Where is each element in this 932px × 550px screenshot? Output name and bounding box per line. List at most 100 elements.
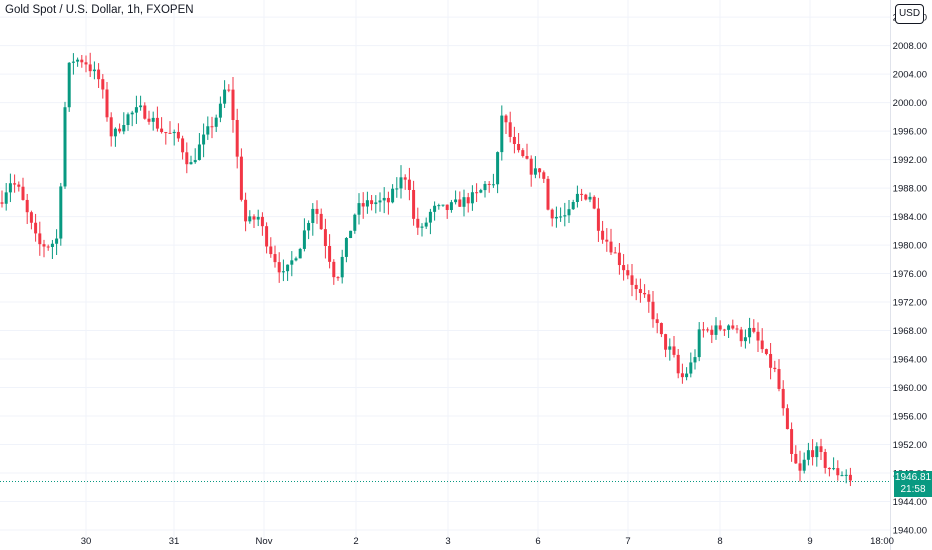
candle-body [382, 197, 386, 201]
candle-body [164, 132, 168, 134]
candle-body [361, 203, 365, 207]
time-axis[interactable]: 30 31 Nov 2 3 6 7 8 9 18:00 [81, 536, 894, 547]
candle-body [223, 89, 227, 104]
candle-body [626, 270, 630, 276]
candle-body [777, 369, 781, 389]
candle-body [643, 292, 647, 295]
candle-body [34, 222, 38, 234]
candle-body [46, 246, 50, 248]
candle-body [218, 103, 222, 118]
candle-body [63, 107, 67, 187]
time-tick-label: 7 [625, 536, 630, 547]
candle-body [491, 184, 495, 186]
candle-body [92, 69, 96, 72]
candle-body [286, 264, 290, 272]
candles [0, 52, 852, 487]
candle-body [84, 62, 88, 65]
candle-body [764, 349, 768, 354]
candle-body [727, 325, 731, 330]
candle-body [181, 138, 185, 153]
price-tick-label: 1972.00 [893, 298, 927, 309]
currency-button[interactable]: USD [895, 4, 924, 24]
candle-body [13, 183, 17, 185]
candle-body [139, 105, 143, 108]
price-tick-label: 1940.00 [893, 526, 927, 537]
candle-body [693, 357, 697, 363]
price-tick-label: 1944.00 [893, 497, 927, 508]
candle-body [294, 258, 298, 261]
candle-body [487, 183, 491, 185]
candle-body [781, 388, 785, 409]
price-tick-label: 1984.00 [893, 212, 927, 223]
candle-body [416, 218, 420, 228]
price-tick-label: 1956.00 [893, 412, 927, 423]
candle-body [88, 64, 92, 72]
candle-body [17, 184, 21, 187]
candle-body [210, 126, 214, 128]
candle-body [197, 144, 201, 161]
candle-body [231, 89, 235, 120]
time-tick-label: 2 [353, 536, 358, 547]
last-price-value: 1946.81 [894, 471, 932, 483]
candle-body [8, 183, 12, 193]
chart-grid [0, 0, 890, 540]
candle-body [575, 193, 579, 203]
candle-body [206, 126, 210, 135]
candle-body [403, 177, 407, 180]
candle-body [500, 115, 504, 153]
candle-body [134, 107, 138, 113]
candle-body [248, 216, 252, 222]
candle-body [349, 230, 353, 239]
candle-body [4, 192, 8, 204]
candle-body [592, 196, 596, 209]
candle-body [319, 213, 323, 230]
candle-body [512, 136, 516, 145]
candle-body [739, 329, 743, 342]
candle-body [466, 197, 470, 204]
price-tick-label: 1976.00 [893, 269, 927, 280]
candle-body [55, 238, 59, 244]
candle-body [420, 226, 424, 228]
candle-body [546, 178, 550, 210]
candle-body [521, 150, 525, 157]
candle-body [815, 446, 819, 458]
candle-body [458, 199, 462, 207]
candle-body [601, 230, 605, 240]
candle-body [559, 216, 563, 218]
candle-body [59, 186, 63, 239]
candle-body [357, 203, 361, 215]
candle-body [155, 117, 159, 129]
candle-body [277, 262, 281, 273]
candle-body [462, 197, 466, 207]
candle-body [328, 246, 332, 262]
price-axis[interactable]: 1940.001944.001948.001952.001956.001960.… [893, 13, 927, 537]
candle-body [508, 122, 512, 137]
candle-body [428, 211, 432, 223]
candle-body [265, 226, 269, 247]
candle-body [785, 408, 789, 430]
candle-body [811, 450, 815, 458]
candle-body [470, 192, 474, 204]
candle-body [697, 329, 701, 358]
candle-body [832, 468, 836, 470]
candle-body [395, 188, 399, 190]
price-tick-label: 2004.00 [893, 70, 927, 81]
candle-body [617, 252, 621, 266]
candle-body [748, 327, 752, 338]
candle-body [664, 334, 668, 350]
candle-body [836, 468, 840, 476]
candle-body [147, 118, 151, 122]
candle-body [353, 214, 357, 231]
candle-body [790, 429, 794, 454]
candle-body [655, 319, 659, 324]
candle-body [714, 325, 718, 335]
candle-body [269, 246, 273, 255]
candle-body [370, 200, 374, 205]
candle-body [437, 205, 441, 207]
candle-body [38, 233, 42, 245]
candle-body [113, 128, 117, 137]
candle-body [50, 243, 54, 247]
candle-body [256, 216, 260, 220]
candle-body [273, 254, 277, 263]
